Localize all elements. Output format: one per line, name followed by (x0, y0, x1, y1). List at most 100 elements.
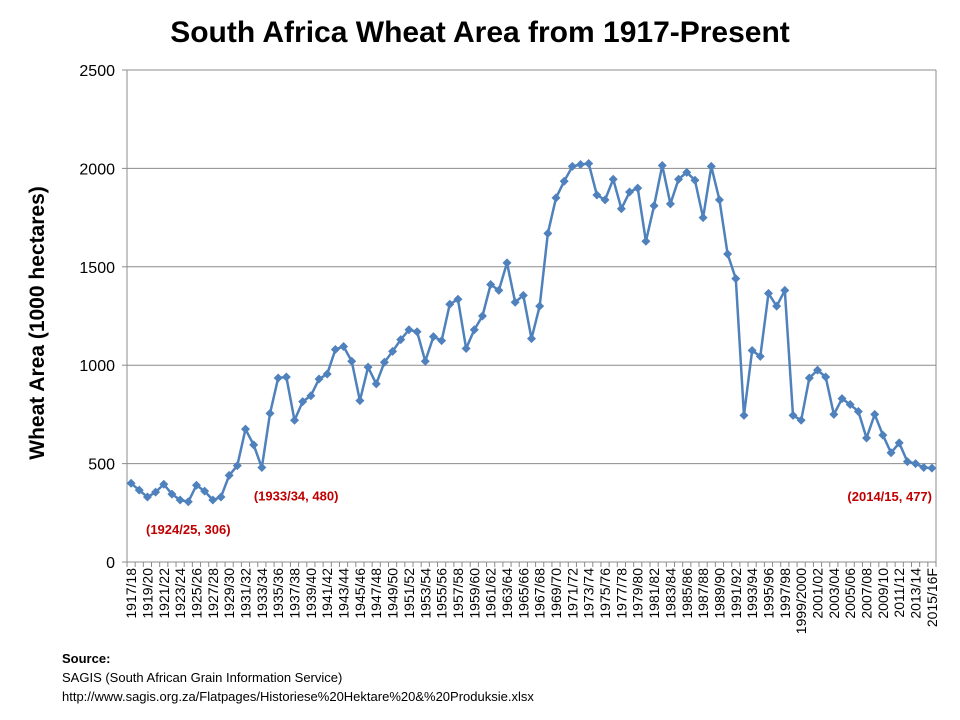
data-point (134, 485, 144, 495)
data-point (216, 492, 226, 502)
data-point (543, 228, 553, 238)
data-point (862, 433, 872, 443)
data-point (232, 461, 242, 471)
x-tick-label: 1931/32 (237, 568, 253, 619)
x-tick-label: 1941/42 (319, 568, 335, 619)
x-tick-label: 1929/30 (221, 568, 237, 619)
data-point (527, 334, 536, 344)
data-point (821, 372, 831, 382)
y-tick-label: 1000 (79, 358, 115, 375)
data-point (894, 438, 904, 448)
data-point (142, 492, 152, 502)
data-point (665, 199, 675, 209)
x-tick-label: 2003/04 (826, 568, 842, 619)
data-point (641, 236, 651, 246)
data-point (813, 365, 823, 375)
x-tick-label: 1997/98 (777, 568, 793, 619)
x-tick-label: 2011/12 (891, 568, 907, 618)
data-point (633, 183, 643, 193)
data-point (240, 424, 250, 434)
data-point (657, 160, 667, 170)
data-point (608, 174, 618, 184)
data-point (755, 351, 765, 361)
x-tick-label: 1991/92 (728, 568, 744, 619)
x-tick-label: 1921/22 (156, 568, 172, 619)
source-organization: SAGIS (South African Grain Information S… (62, 670, 343, 685)
data-point (428, 332, 438, 342)
data-point (330, 344, 340, 354)
x-tick-label: 2009/10 (875, 568, 891, 619)
x-tick-label: 1939/40 (303, 568, 319, 619)
y-tick-labels: 0 500 1000 1500 2000 2500 (79, 63, 115, 572)
x-tick-label: 1999/2000 (793, 568, 809, 634)
x-tick-label: 1981/82 (646, 568, 662, 619)
data-point (265, 408, 275, 418)
y-axis-label: Wheat Area (1000 hectares) (26, 186, 49, 460)
data-point (355, 396, 365, 406)
data-point (878, 430, 888, 440)
data-point (788, 410, 798, 420)
data-point (126, 478, 136, 488)
data-point (731, 274, 741, 284)
x-tick-label: 2015/16F (924, 568, 940, 627)
data-point (763, 288, 773, 298)
x-tick-label: 1983/84 (662, 568, 678, 619)
data-point (796, 415, 806, 425)
data-label: (1933/34, 480) (254, 489, 339, 504)
data-point (845, 400, 855, 410)
x-tick-label: 1995/96 (760, 568, 776, 619)
data-point (363, 362, 373, 372)
data-point (600, 195, 610, 205)
data-point (208, 495, 218, 505)
data-point (837, 394, 847, 404)
data-point (698, 213, 708, 223)
data-point (853, 406, 863, 416)
data-point (927, 463, 937, 473)
data-point (461, 343, 471, 353)
y-tick-label: 500 (88, 457, 115, 474)
data-point (772, 301, 782, 311)
source-heading: Source: (62, 651, 111, 666)
data-point (404, 325, 414, 335)
x-tick-label: 1975/76 (597, 568, 613, 619)
data-point (379, 357, 389, 367)
source-note: Source: SAGIS (South African Grain Infor… (62, 649, 534, 706)
x-tick-label: 1923/24 (172, 568, 188, 619)
x-tick-label: 2005/06 (842, 568, 858, 619)
data-point (453, 294, 463, 304)
data-point (298, 397, 308, 407)
series-wheat-area (126, 158, 937, 507)
data-label: (2014/15, 477) (847, 489, 932, 504)
data-point (870, 409, 880, 419)
x-tick-label: 1935/36 (270, 568, 286, 619)
x-tick-label: 1969/70 (548, 568, 564, 619)
data-point (257, 463, 267, 473)
data-point (576, 159, 586, 169)
data-point (183, 497, 193, 507)
data-point (273, 373, 283, 383)
annotations: (1924/25, 306) (1933/34, 480) (2014/15, 47… (146, 489, 932, 537)
series-line (130, 162, 933, 504)
data-point (723, 249, 733, 259)
data-point (469, 325, 479, 335)
x-tick-label: 1943/44 (336, 568, 352, 619)
x-tick-label: 1917/18 (123, 568, 139, 619)
x-tick-label: 1925/26 (188, 568, 204, 619)
data-point (674, 174, 684, 184)
data-point (714, 195, 724, 205)
data-point (477, 311, 487, 321)
x-tick-label: 2001/02 (810, 568, 826, 619)
data-point (780, 285, 790, 295)
gridlines (127, 69, 936, 465)
data-point (494, 285, 504, 295)
x-tick-label: 2013/14 (908, 568, 924, 619)
x-tick-labels: 1917/18 1919/20 1921/22 1923/24 1925/26 1927/… (123, 568, 940, 634)
data-point (412, 327, 422, 337)
x-tick-label: 1965/66 (515, 568, 531, 619)
x-tick-label: 1977/78 (613, 568, 629, 619)
data-point (559, 176, 569, 186)
data-point (584, 158, 594, 168)
x-tick-label: 1959/60 (466, 568, 482, 619)
data-point (151, 487, 161, 497)
data-point (911, 459, 921, 469)
